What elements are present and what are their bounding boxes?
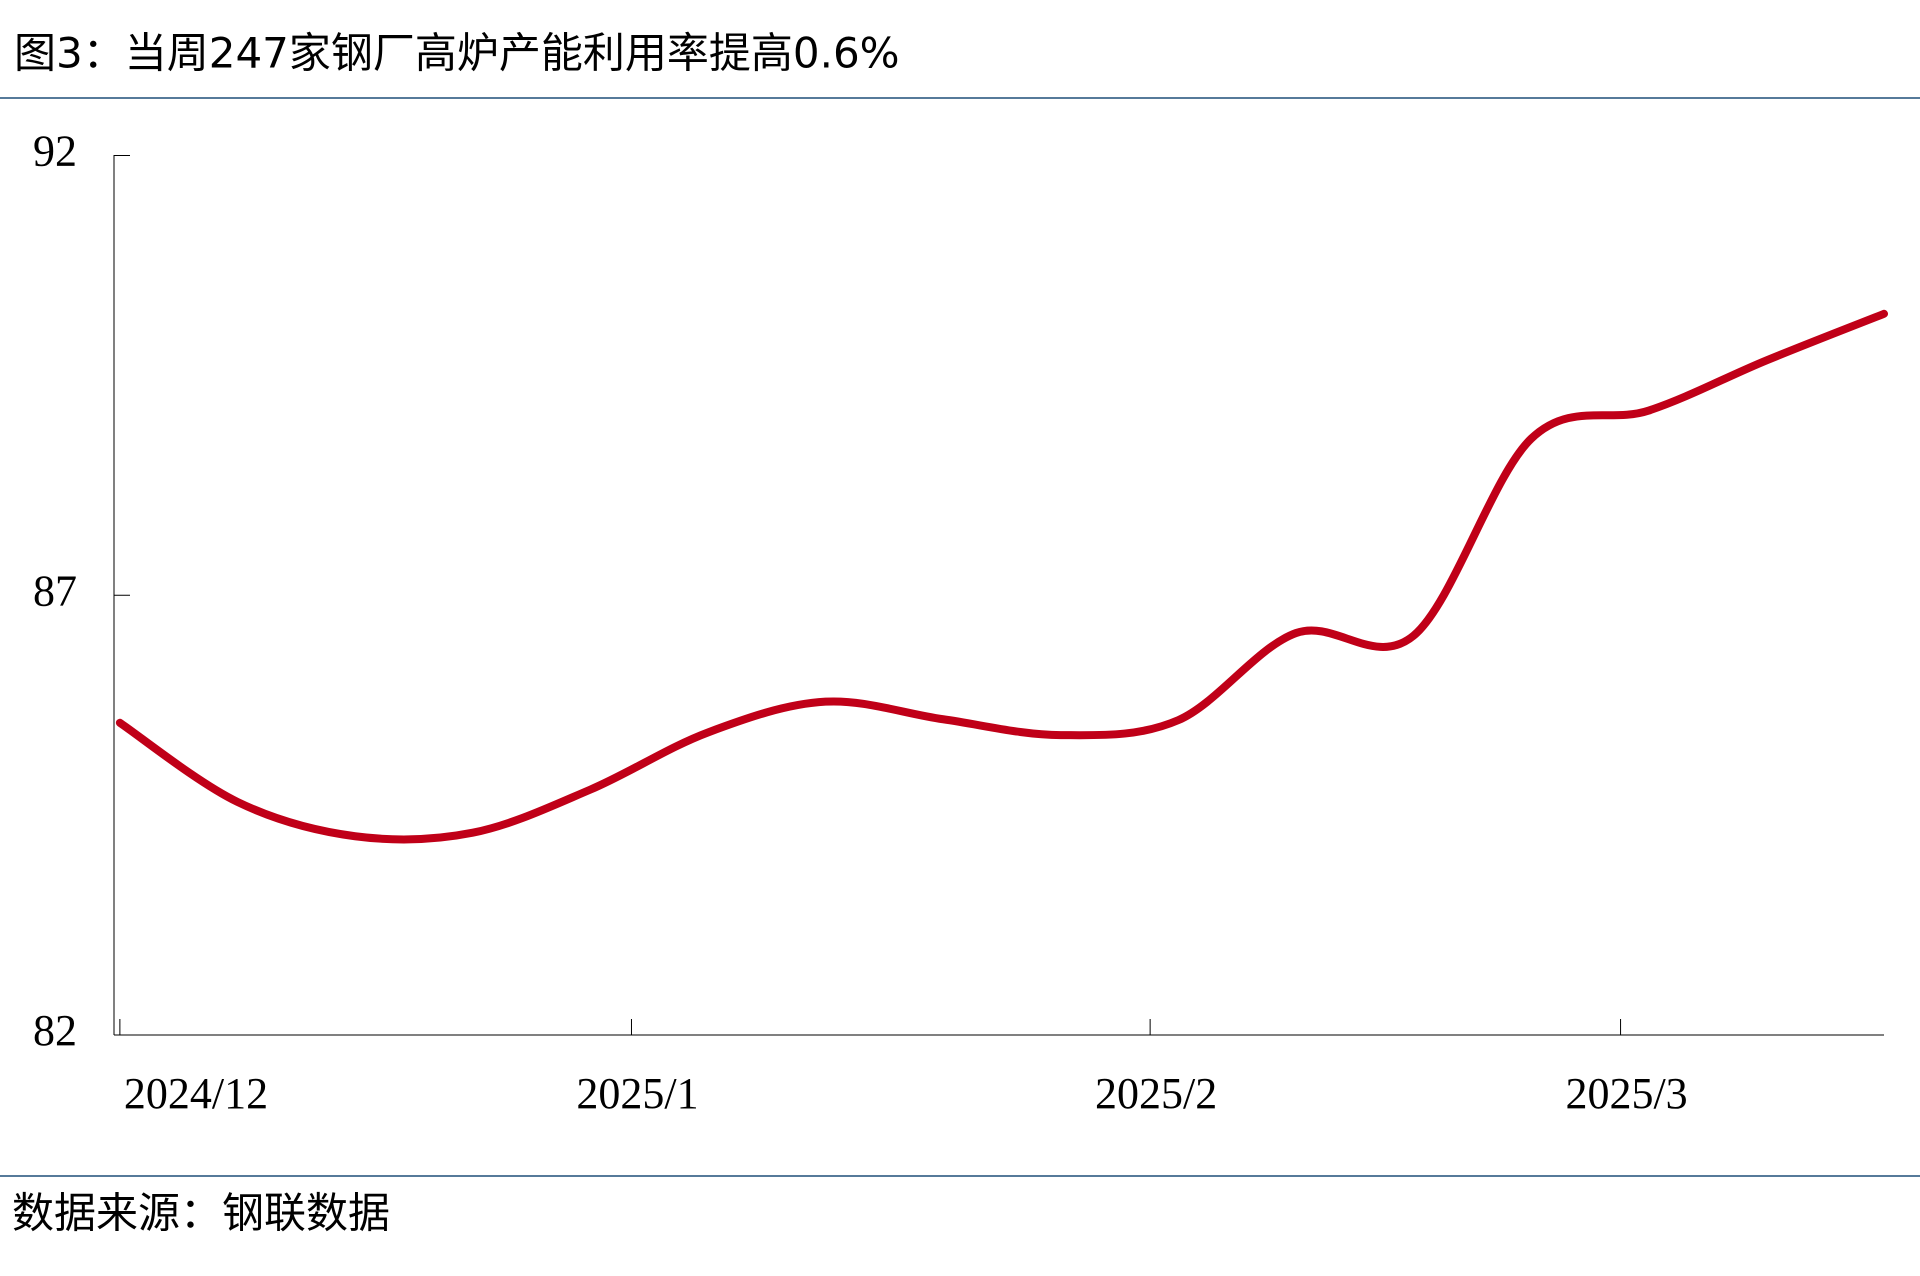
y-tick-label: 92: [33, 127, 77, 176]
x-tick-label: 2025/1: [576, 1069, 698, 1118]
source-note: 数据来源：钢联数据: [12, 1189, 390, 1238]
x-tick-label: 2024/12: [124, 1069, 268, 1118]
x-tick-label: 2025/3: [1565, 1069, 1687, 1118]
x-tick-label: 2025/2: [1095, 1069, 1217, 1118]
y-tick-label: 82: [33, 1006, 77, 1055]
line-series: [115, 309, 1888, 844]
chart-title: 图3：当周247家钢厂高炉产能利用率提高0.6%: [14, 29, 900, 78]
y-tick-label: 87: [33, 566, 77, 615]
